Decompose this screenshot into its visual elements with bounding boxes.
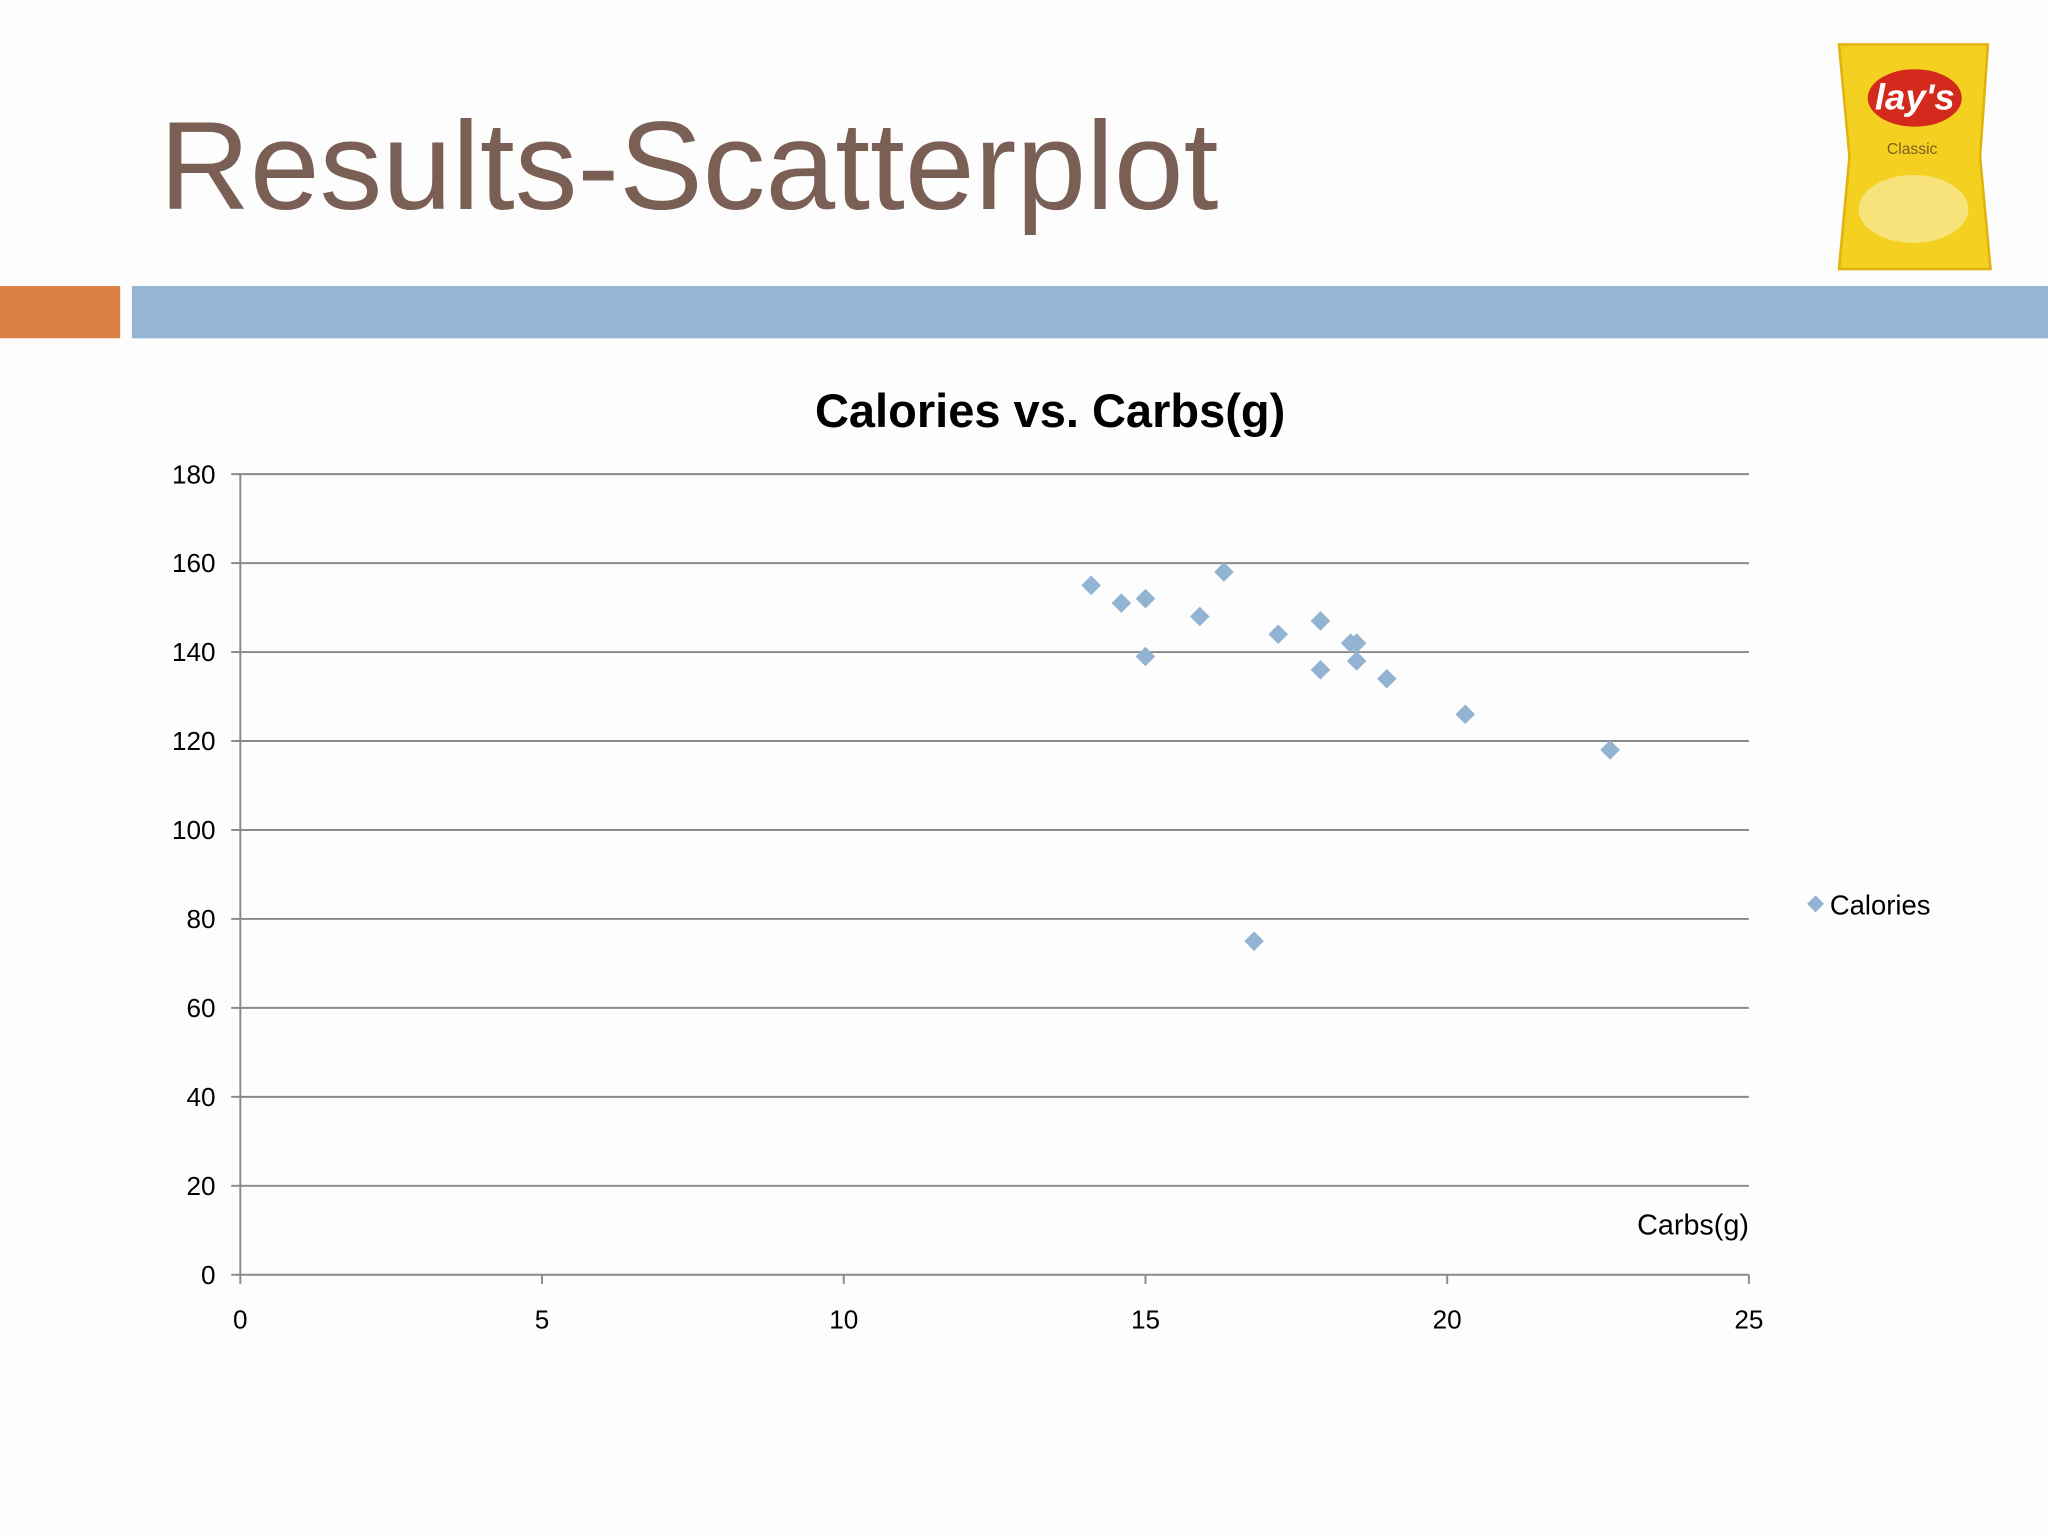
slide-title: Results-Scatterplot (159, 95, 1218, 236)
legend-marker (1807, 895, 1824, 913)
y-tick-label: 180 (172, 459, 216, 489)
y-tick-label: 100 (172, 815, 216, 845)
chips (1858, 175, 1969, 243)
x-axis-label: Carbs(g) (1637, 1209, 1749, 1241)
x-tick-label: 5 (535, 1304, 550, 1334)
x-tick-label: 25 (1734, 1304, 1763, 1334)
chart-title: Calories vs. Carbs(g) (815, 384, 1285, 437)
x-tick-label: 10 (829, 1304, 858, 1334)
y-tick-label: 160 (172, 548, 216, 578)
y-tick-label: 140 (172, 637, 216, 667)
point (1310, 660, 1331, 680)
y-tick-label: 0 (201, 1260, 216, 1290)
y-tick-label: 20 (186, 1171, 215, 1201)
chip-bag: lay's Classic (1837, 43, 1992, 271)
point (1600, 740, 1620, 760)
y-tick-label: 120 (172, 726, 216, 756)
y-tick-label: 40 (186, 1082, 215, 1112)
logo-variant: Classic (1887, 141, 1938, 158)
x-tick-label: 15 (1131, 1304, 1160, 1334)
point (1377, 668, 1397, 689)
x-tick-label: 0 (233, 1304, 248, 1334)
header-bar (131, 286, 2048, 339)
point (1135, 646, 1156, 667)
y-tick-label: 60 (186, 993, 215, 1023)
x-tick-label: 20 (1433, 1304, 1462, 1334)
accent-bar (0, 286, 121, 339)
point (1455, 704, 1476, 725)
logo-text: lay's (1875, 77, 1955, 118)
legend-label: Calories (1830, 889, 1931, 920)
y-tick-label: 80 (186, 904, 215, 934)
logo-badge (1867, 69, 1962, 127)
